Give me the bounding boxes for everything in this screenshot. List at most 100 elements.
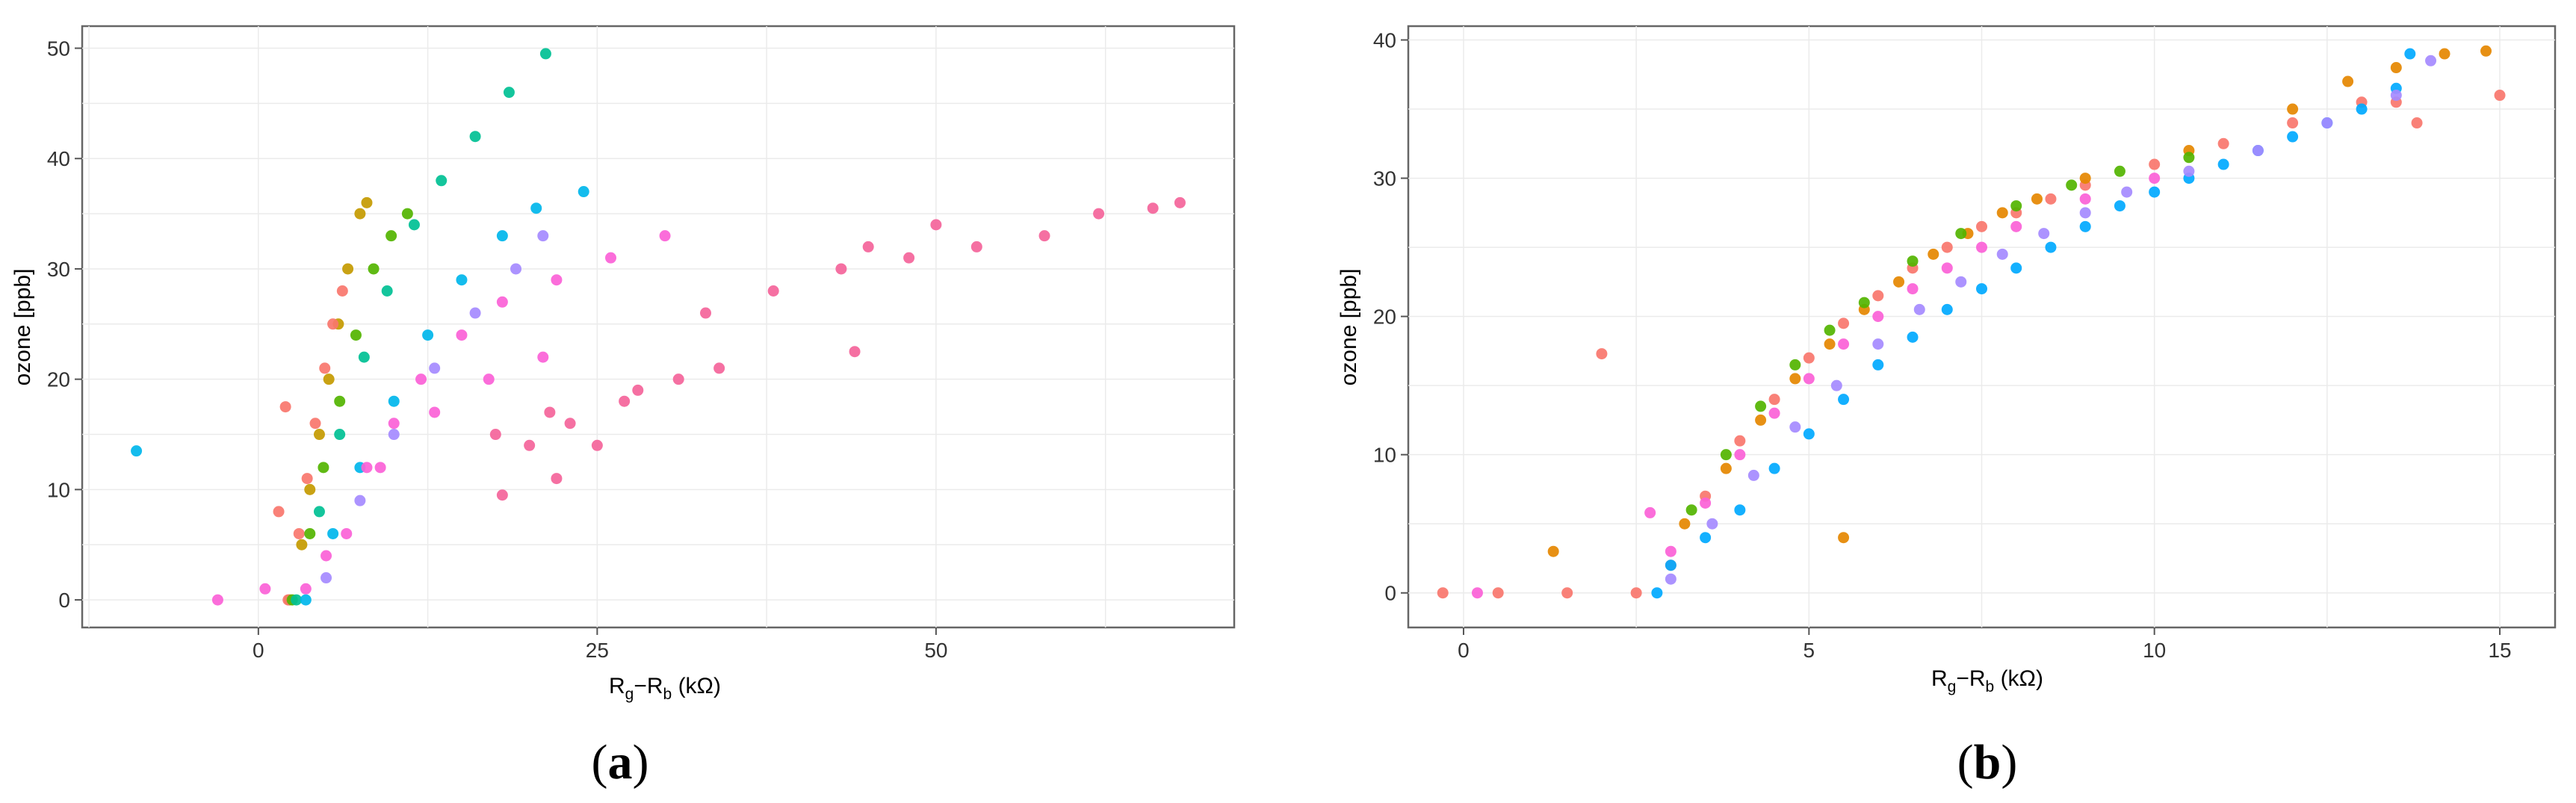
data-point bbox=[1651, 587, 1663, 599]
data-point bbox=[2066, 179, 2078, 191]
series-6 bbox=[1471, 173, 2161, 599]
data-point bbox=[1789, 373, 1801, 385]
panel-caption-b: (b) bbox=[1957, 735, 2018, 790]
data-point bbox=[1893, 276, 1905, 288]
data-point bbox=[1955, 276, 1967, 288]
panel-caption-a: (a) bbox=[592, 735, 649, 790]
data-point bbox=[1492, 587, 1504, 599]
x-tick-label: 25 bbox=[586, 639, 609, 662]
data-point bbox=[1872, 290, 1884, 302]
y-tick-label: 10 bbox=[1373, 444, 1396, 467]
series-6 bbox=[321, 230, 549, 584]
data-point bbox=[2010, 262, 2022, 274]
data-point bbox=[408, 219, 420, 231]
chart-b-points bbox=[1437, 45, 2506, 599]
data-point bbox=[429, 406, 441, 418]
x-tick-label: 0 bbox=[1458, 639, 1470, 662]
data-point bbox=[300, 583, 312, 595]
data-point bbox=[1174, 196, 1186, 208]
data-point bbox=[296, 539, 308, 551]
y-tick-label: 30 bbox=[47, 258, 70, 281]
data-point bbox=[767, 285, 779, 297]
data-point bbox=[849, 346, 861, 358]
data-point bbox=[2183, 165, 2195, 177]
data-point bbox=[1838, 317, 1850, 329]
data-point bbox=[619, 395, 631, 407]
data-point bbox=[388, 418, 400, 430]
data-point bbox=[279, 401, 291, 413]
data-point bbox=[2390, 62, 2402, 74]
y-tick-label: 50 bbox=[47, 37, 70, 61]
data-point bbox=[2411, 117, 2423, 129]
data-point bbox=[321, 572, 332, 584]
data-point bbox=[591, 439, 603, 451]
data-point bbox=[334, 429, 346, 441]
data-point bbox=[2217, 137, 2229, 149]
data-point bbox=[551, 274, 563, 286]
data-point bbox=[354, 208, 366, 220]
data-point bbox=[1830, 379, 1842, 391]
data-point bbox=[1471, 587, 1483, 599]
data-point bbox=[1755, 400, 1767, 412]
data-point bbox=[422, 329, 434, 341]
data-point bbox=[1665, 559, 1676, 571]
data-point bbox=[1734, 449, 1746, 461]
chart-a-x-axis-label: Rg−Rb (kΩ) bbox=[609, 674, 721, 703]
data-point bbox=[1955, 228, 1967, 240]
series-5 bbox=[1665, 55, 2437, 585]
series-7 bbox=[211, 230, 671, 606]
chart-a-plot-area bbox=[81, 25, 1236, 629]
data-point bbox=[2287, 103, 2299, 115]
data-point bbox=[2010, 200, 2022, 212]
data-point bbox=[358, 351, 370, 363]
data-point bbox=[1734, 504, 1746, 516]
data-point bbox=[131, 445, 143, 457]
data-point bbox=[388, 395, 400, 407]
data-point bbox=[483, 373, 495, 385]
data-point bbox=[1437, 587, 1449, 599]
data-point bbox=[1824, 324, 1836, 336]
chart-a: 0 25 50 0 10 20 30 40 50 ozone [ppb] Rg−Rb (kΩ) bbox=[10, 25, 1236, 703]
chart-a-points bbox=[131, 48, 1186, 606]
data-point bbox=[342, 263, 354, 275]
chart-a-grid bbox=[82, 26, 1234, 627]
data-point bbox=[1789, 421, 1801, 433]
y-tick-label: 40 bbox=[47, 147, 70, 170]
data-point bbox=[456, 329, 468, 341]
data-point bbox=[415, 373, 427, 385]
data-point bbox=[1147, 202, 1159, 214]
data-point bbox=[2439, 48, 2450, 60]
data-point bbox=[1976, 220, 1987, 232]
x-tick-label: 50 bbox=[924, 639, 947, 662]
series-2 bbox=[1547, 45, 2492, 557]
data-point bbox=[1941, 241, 1953, 253]
data-point bbox=[1941, 303, 1953, 315]
y-tick-label: 10 bbox=[47, 478, 70, 501]
y-tick-label: 20 bbox=[47, 368, 70, 391]
data-point bbox=[2425, 55, 2437, 66]
data-point bbox=[496, 230, 508, 242]
data-point bbox=[1907, 331, 1919, 343]
data-point bbox=[632, 384, 644, 396]
data-point bbox=[313, 429, 325, 441]
series-8 bbox=[489, 196, 1186, 501]
data-point bbox=[2321, 117, 2333, 129]
data-point bbox=[2045, 241, 2057, 253]
data-point bbox=[503, 87, 515, 99]
series-5 bbox=[131, 186, 589, 606]
data-point bbox=[1561, 587, 1573, 599]
data-point bbox=[551, 473, 563, 485]
data-point bbox=[1872, 338, 1884, 350]
data-point bbox=[469, 307, 481, 319]
chart-a-ticks: 0 25 50 0 10 20 30 40 50 bbox=[47, 37, 948, 662]
data-point bbox=[2183, 152, 2195, 164]
y-tick-label: 40 bbox=[1373, 29, 1396, 52]
data-point bbox=[2149, 158, 2161, 170]
x-tick-label: 10 bbox=[2143, 639, 2166, 662]
data-point bbox=[1803, 428, 1815, 440]
data-point bbox=[273, 506, 285, 518]
data-point bbox=[1685, 504, 1697, 516]
data-point bbox=[496, 296, 508, 308]
data-point bbox=[1789, 359, 1801, 371]
data-point bbox=[1803, 352, 1815, 364]
